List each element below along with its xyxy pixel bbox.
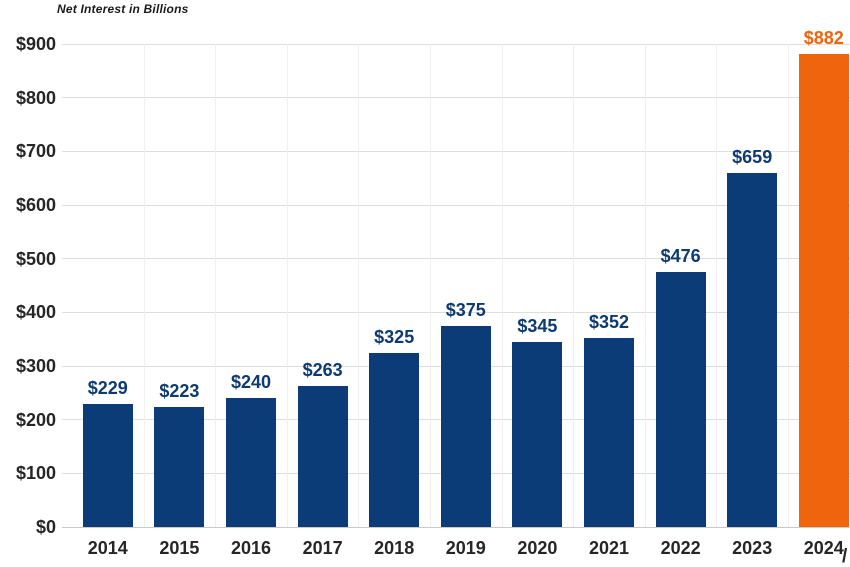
v-gridline — [716, 44, 718, 527]
h-gridline — [62, 43, 850, 45]
x-axis-tick-label: 2020 — [517, 538, 558, 558]
bar-2021 — [584, 338, 634, 527]
y-axis-tick-label: $200 — [15, 409, 56, 430]
y-axis-tick-label: $600 — [15, 195, 56, 215]
h-gridline — [62, 150, 850, 152]
h-gridline — [62, 204, 850, 206]
x-axis-tick-label: 2014 — [87, 538, 128, 558]
v-gridline — [788, 44, 789, 527]
v-gridline — [286, 44, 288, 527]
x-axis-partial-slash-char: / — [842, 546, 848, 567]
bar-value-label: $882 — [803, 27, 844, 48]
bar-2017 — [297, 385, 348, 527]
x-axis-tick-label: 2019 — [445, 538, 486, 558]
bar-2020 — [512, 341, 563, 527]
bar-2014 — [82, 404, 133, 527]
x-axis-tick-label: 2015 — [159, 538, 200, 558]
h-gridline — [62, 311, 850, 313]
bar-value-label: $352 — [588, 312, 630, 333]
bar-value-label: $476 — [660, 245, 701, 266]
v-gridline — [430, 44, 431, 527]
bar-value-label: $345 — [517, 315, 558, 336]
h-gridline — [62, 258, 850, 260]
bar-value-label: $223 — [159, 381, 200, 402]
bar-2024 — [798, 53, 849, 527]
y-axis-tick-label: $0 — [35, 517, 56, 537]
h-gridline — [62, 97, 850, 99]
bar-2019 — [440, 325, 491, 527]
y-axis-tick-label: $300 — [15, 356, 56, 376]
x-axis-tick-label: 2021 — [588, 538, 630, 558]
y-axis-tick-label: $700 — [15, 141, 56, 162]
bar-2016 — [226, 398, 276, 527]
bar-value-label: $240 — [230, 372, 272, 393]
bar-value-label: $263 — [302, 359, 343, 380]
bar-2018 — [369, 352, 420, 527]
bar-value-label: $659 — [732, 147, 773, 168]
bar-2022 — [655, 271, 706, 527]
x-axis-line — [62, 526, 850, 528]
y-axis-tick-label: $100 — [15, 463, 56, 484]
v-gridline — [501, 44, 503, 527]
bar-value-label: $229 — [87, 378, 128, 399]
x-axis-tick-label: 2018 — [374, 538, 415, 558]
v-gridline — [215, 44, 217, 527]
bar-2015 — [154, 407, 205, 527]
v-gridline — [143, 44, 145, 527]
x-axis-tick-label: 2023 — [732, 538, 773, 558]
y-axis-tick-label: $800 — [15, 87, 56, 108]
v-gridline — [358, 44, 360, 527]
v-gridline — [573, 44, 575, 527]
v-gridline — [644, 44, 646, 527]
bar-value-label: $375 — [445, 299, 486, 320]
x-axis-tick-label: 2022 — [660, 538, 701, 558]
y-axis-tick-label: $500 — [15, 248, 56, 269]
y-axis-tick-label: $400 — [15, 302, 56, 323]
bar-2023 — [727, 173, 778, 527]
y-axis-tick-label: $900 — [15, 34, 56, 54]
bar-value-label: $325 — [374, 326, 415, 347]
x-axis-tick-label: 2024 — [803, 538, 844, 558]
x-axis-tick-label: 2016 — [230, 538, 272, 558]
chart-title: Net Interest in Billions — [57, 2, 189, 16]
x-axis-tick-label: 2017 — [302, 538, 343, 558]
